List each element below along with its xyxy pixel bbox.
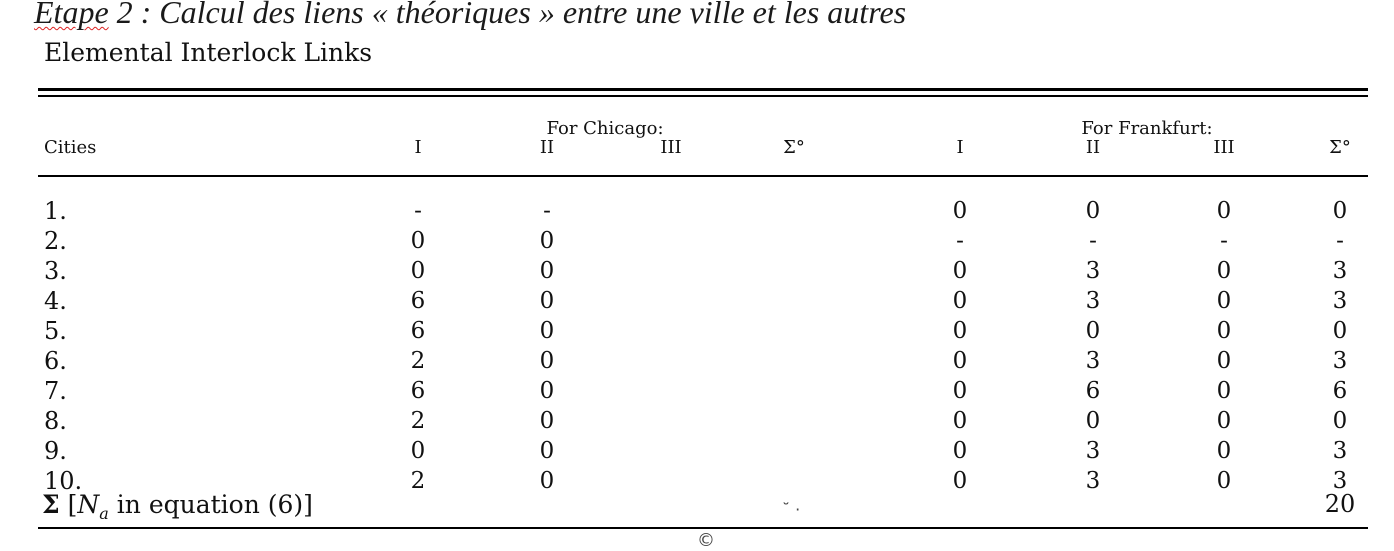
chicago-cell: 6	[410, 318, 426, 344]
frankfurt-cell: 3	[1085, 438, 1101, 464]
frankfurt-col-ii: II	[1085, 137, 1101, 158]
chicago-cell: -	[543, 198, 551, 224]
scan-mark: ˘ ·	[782, 500, 801, 519]
page-heading: Etape 2 : Calcul des liens « théoriques …	[34, 0, 906, 31]
chicago-cell: 0	[410, 258, 426, 284]
frankfurt-cell: 0	[1085, 318, 1101, 344]
frankfurt-cell: 3	[1085, 348, 1101, 374]
total-sigma: Σ	[42, 490, 60, 519]
table-title: Elemental Interlock Links	[44, 38, 373, 67]
row-label: 4.	[44, 287, 67, 315]
chicago-cell: 0	[539, 438, 555, 464]
chicago-col-ii: II	[539, 137, 555, 158]
frankfurt-cell: 0	[952, 408, 968, 434]
chicago-col-sigma: Σ°	[783, 137, 805, 158]
chicago-cell: 0	[539, 288, 555, 314]
frankfurt-cell: 0	[952, 288, 968, 314]
total-sub: a	[99, 504, 109, 523]
copyright-icon: ©	[697, 530, 715, 551]
frankfurt-cell: 3	[1085, 468, 1101, 494]
frankfurt-col-sigma: Σ°	[1329, 137, 1351, 158]
frankfurt-cell: 0	[952, 468, 968, 494]
bottom-rule	[38, 527, 1368, 529]
chicago-cell: 0	[539, 318, 555, 344]
frankfurt-cell: 0	[1332, 408, 1348, 434]
frankfurt-cell: 3	[1332, 348, 1348, 374]
frankfurt-cell: -	[1220, 228, 1228, 254]
heading-rest: 2 : Calcul des liens « théoriques » entr…	[108, 0, 907, 30]
frankfurt-cell: 0	[952, 318, 968, 344]
chicago-cell: 0	[410, 438, 426, 464]
row-label: 7.	[44, 377, 67, 405]
chicago-cell: -	[414, 198, 422, 224]
frankfurt-cell: 0	[1216, 318, 1232, 344]
top-rule-thick	[38, 88, 1368, 91]
total-value: 20	[1324, 490, 1356, 518]
heading-flagged-word: Etape	[34, 0, 109, 30]
chicago-col-iii: III	[660, 137, 682, 158]
frankfurt-cell: -	[1089, 228, 1097, 254]
frankfurt-cell: 0	[952, 378, 968, 404]
chicago-cell: 0	[539, 408, 555, 434]
cities-header: Cities	[44, 137, 97, 158]
header-rule	[38, 175, 1368, 177]
frankfurt-cell: 0	[1216, 378, 1232, 404]
chicago-cell: 0	[539, 348, 555, 374]
frankfurt-cell: 0	[952, 348, 968, 374]
chicago-cell: 2	[410, 468, 426, 494]
chicago-cell: 6	[410, 288, 426, 314]
frankfurt-cell: 0	[1216, 438, 1232, 464]
chicago-cell: 2	[410, 408, 426, 434]
frankfurt-cell: 3	[1332, 288, 1348, 314]
frankfurt-cell: -	[956, 228, 964, 254]
row-label: 2.	[44, 227, 67, 255]
row-label: 3.	[44, 257, 67, 285]
frankfurt-cell: 0	[1216, 468, 1232, 494]
total-open: [	[67, 490, 78, 519]
frankfurt-cell: -	[1336, 228, 1344, 254]
frankfurt-cell: 0	[1216, 258, 1232, 284]
frankfurt-cell: 0	[1216, 198, 1232, 224]
frankfurt-cell: 0	[1216, 408, 1232, 434]
frankfurt-cell: 3	[1085, 288, 1101, 314]
total-var: N	[77, 490, 100, 519]
chicago-cell: 0	[539, 378, 555, 404]
frankfurt-cell: 0	[1216, 288, 1232, 314]
frankfurt-col-i: I	[956, 137, 964, 158]
frankfurt-cell: 0	[952, 198, 968, 224]
chicago-cell: 0	[410, 228, 426, 254]
chicago-group-header: For Chicago:	[546, 118, 664, 139]
frankfurt-cell: 0	[1085, 408, 1101, 434]
chicago-col-i: I	[414, 137, 422, 158]
row-label: 10.	[44, 467, 83, 495]
frankfurt-cell: 3	[1332, 258, 1348, 284]
frankfurt-cell: 0	[952, 438, 968, 464]
chicago-cell: 0	[539, 228, 555, 254]
row-label: 8.	[44, 407, 67, 435]
frankfurt-cell: 0	[1332, 318, 1348, 344]
chicago-cell: 0	[539, 468, 555, 494]
row-label: 6.	[44, 347, 67, 375]
frankfurt-cell: 0	[1085, 198, 1101, 224]
frankfurt-col-iii: III	[1213, 137, 1235, 158]
row-label: 5.	[44, 317, 67, 345]
frankfurt-group-header: For Frankfurt:	[1081, 118, 1213, 139]
frankfurt-cell: 0	[1332, 198, 1348, 224]
chicago-cell: 0	[539, 258, 555, 284]
row-label: 9.	[44, 437, 67, 465]
frankfurt-cell: 3	[1085, 258, 1101, 284]
frankfurt-cell: 0	[1216, 348, 1232, 374]
chicago-cell: 2	[410, 348, 426, 374]
row-label: 1.	[44, 197, 67, 225]
total-label: Σ [Na in equation (6)]	[42, 490, 313, 523]
chicago-cell: 6	[410, 378, 426, 404]
frankfurt-cell: 6	[1332, 378, 1348, 404]
frankfurt-cell: 6	[1085, 378, 1101, 404]
top-rule-thin	[38, 95, 1368, 97]
frankfurt-cell: 3	[1332, 468, 1348, 494]
frankfurt-cell: 3	[1332, 438, 1348, 464]
total-rest: in equation (6)]	[108, 490, 313, 519]
frankfurt-cell: 0	[952, 258, 968, 284]
